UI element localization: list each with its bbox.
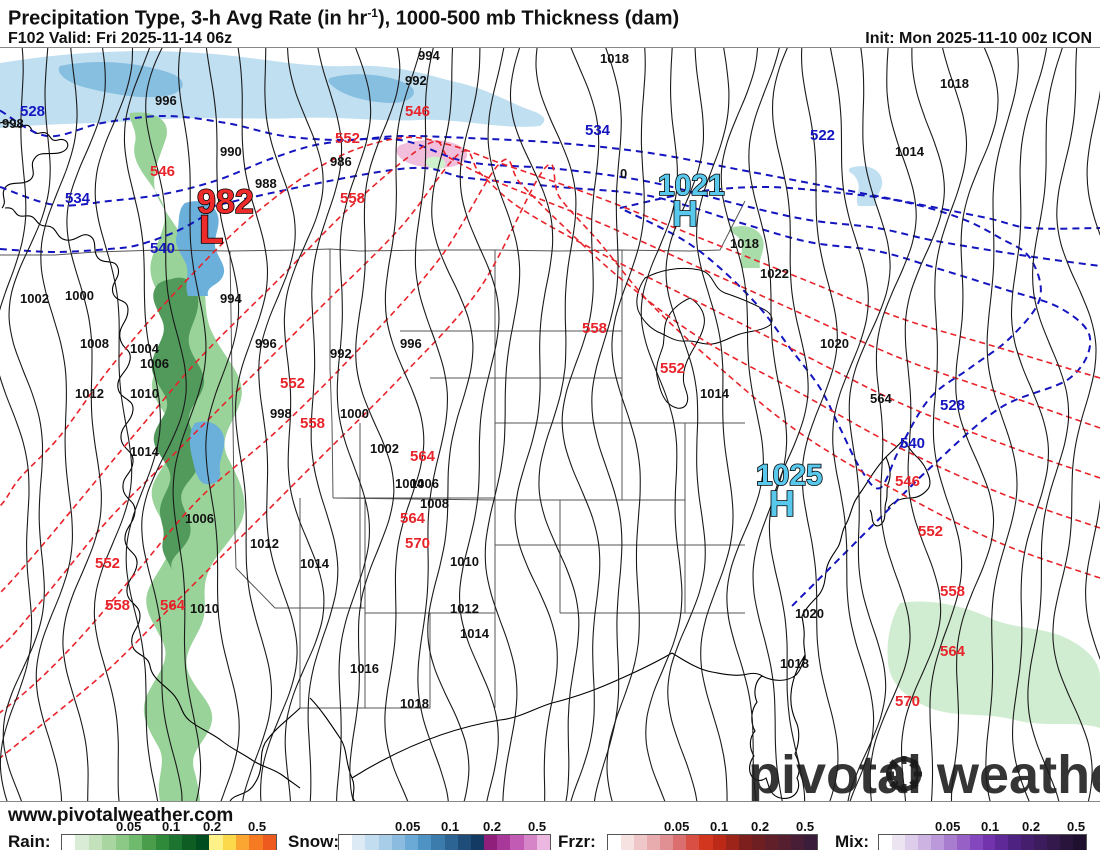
svg-text:558: 558: [105, 597, 130, 614]
svg-text:H: H: [672, 193, 698, 234]
svg-text:540: 540: [900, 435, 925, 452]
svg-text:564: 564: [940, 643, 966, 660]
svg-text:0: 0: [620, 166, 627, 181]
svg-text:1012: 1012: [75, 386, 104, 401]
svg-text:996: 996: [155, 93, 177, 108]
svg-text:1006: 1006: [410, 476, 439, 491]
svg-text:1018: 1018: [730, 236, 759, 251]
svg-text:1012: 1012: [450, 601, 479, 616]
svg-text:1010: 1010: [450, 554, 479, 569]
svg-text:546: 546: [150, 163, 175, 180]
svg-text:1010: 1010: [130, 386, 159, 401]
svg-text:552: 552: [918, 523, 943, 540]
svg-text:564: 564: [410, 448, 436, 465]
svg-text:558: 558: [300, 415, 325, 432]
svg-text:552: 552: [660, 360, 685, 377]
svg-text:552: 552: [280, 375, 305, 392]
svg-text:558: 558: [940, 583, 965, 600]
svg-text:998: 998: [270, 406, 292, 421]
svg-text:564: 564: [400, 510, 426, 527]
svg-text:1016: 1016: [350, 661, 379, 676]
svg-text:522: 522: [810, 127, 835, 144]
svg-text:558: 558: [340, 190, 365, 207]
svg-text:1012: 1012: [250, 536, 279, 551]
svg-text:996: 996: [255, 336, 277, 351]
svg-text:534: 534: [65, 190, 91, 207]
svg-text:546: 546: [405, 103, 430, 120]
svg-text:1004: 1004: [130, 341, 160, 356]
svg-text:988: 988: [255, 176, 277, 191]
svg-text:1010: 1010: [190, 601, 219, 616]
svg-text:996: 996: [400, 336, 422, 351]
svg-text:pivotal weather: pivotal weather: [748, 745, 1100, 801]
svg-text:570: 570: [895, 693, 920, 710]
svg-text:986: 986: [330, 154, 352, 169]
svg-text:540: 540: [150, 240, 175, 257]
svg-text:1020: 1020: [795, 606, 824, 621]
svg-text:1014: 1014: [460, 626, 490, 641]
svg-text:1002: 1002: [20, 291, 49, 306]
svg-text:1006: 1006: [140, 356, 169, 371]
svg-text:558: 558: [582, 320, 607, 337]
svg-text:1014: 1014: [130, 444, 160, 459]
svg-text:1006: 1006: [185, 511, 214, 526]
svg-text:564: 564: [160, 597, 186, 614]
svg-text:552: 552: [335, 130, 360, 147]
svg-text:L: L: [199, 208, 223, 252]
svg-text:528: 528: [20, 103, 45, 120]
svg-text:1018: 1018: [780, 656, 809, 671]
svg-text:1014: 1014: [300, 556, 330, 571]
svg-text:1000: 1000: [340, 406, 369, 421]
svg-text:1018: 1018: [400, 696, 429, 711]
svg-text:992: 992: [405, 73, 427, 88]
svg-text:564: 564: [870, 391, 892, 406]
svg-text:1022: 1022: [760, 266, 789, 281]
svg-text:1002: 1002: [370, 441, 399, 456]
svg-text:992: 992: [330, 346, 352, 361]
svg-text:1020: 1020: [820, 336, 849, 351]
svg-text:534: 534: [585, 122, 611, 139]
svg-text:H: H: [769, 483, 795, 524]
svg-text:990: 990: [220, 144, 242, 159]
svg-text:1008: 1008: [80, 336, 109, 351]
svg-text:528: 528: [940, 397, 965, 414]
svg-text:552: 552: [95, 555, 120, 572]
svg-text:570: 570: [405, 535, 430, 552]
svg-text:1018: 1018: [600, 51, 629, 66]
svg-text:546: 546: [895, 473, 920, 490]
svg-text:994: 994: [220, 291, 242, 306]
svg-text:1008: 1008: [420, 496, 449, 511]
svg-text:1014: 1014: [700, 386, 730, 401]
svg-text:1000: 1000: [65, 288, 94, 303]
svg-text:1014: 1014: [895, 144, 925, 159]
svg-text:994: 994: [418, 48, 440, 63]
svg-text:1018: 1018: [940, 76, 969, 91]
